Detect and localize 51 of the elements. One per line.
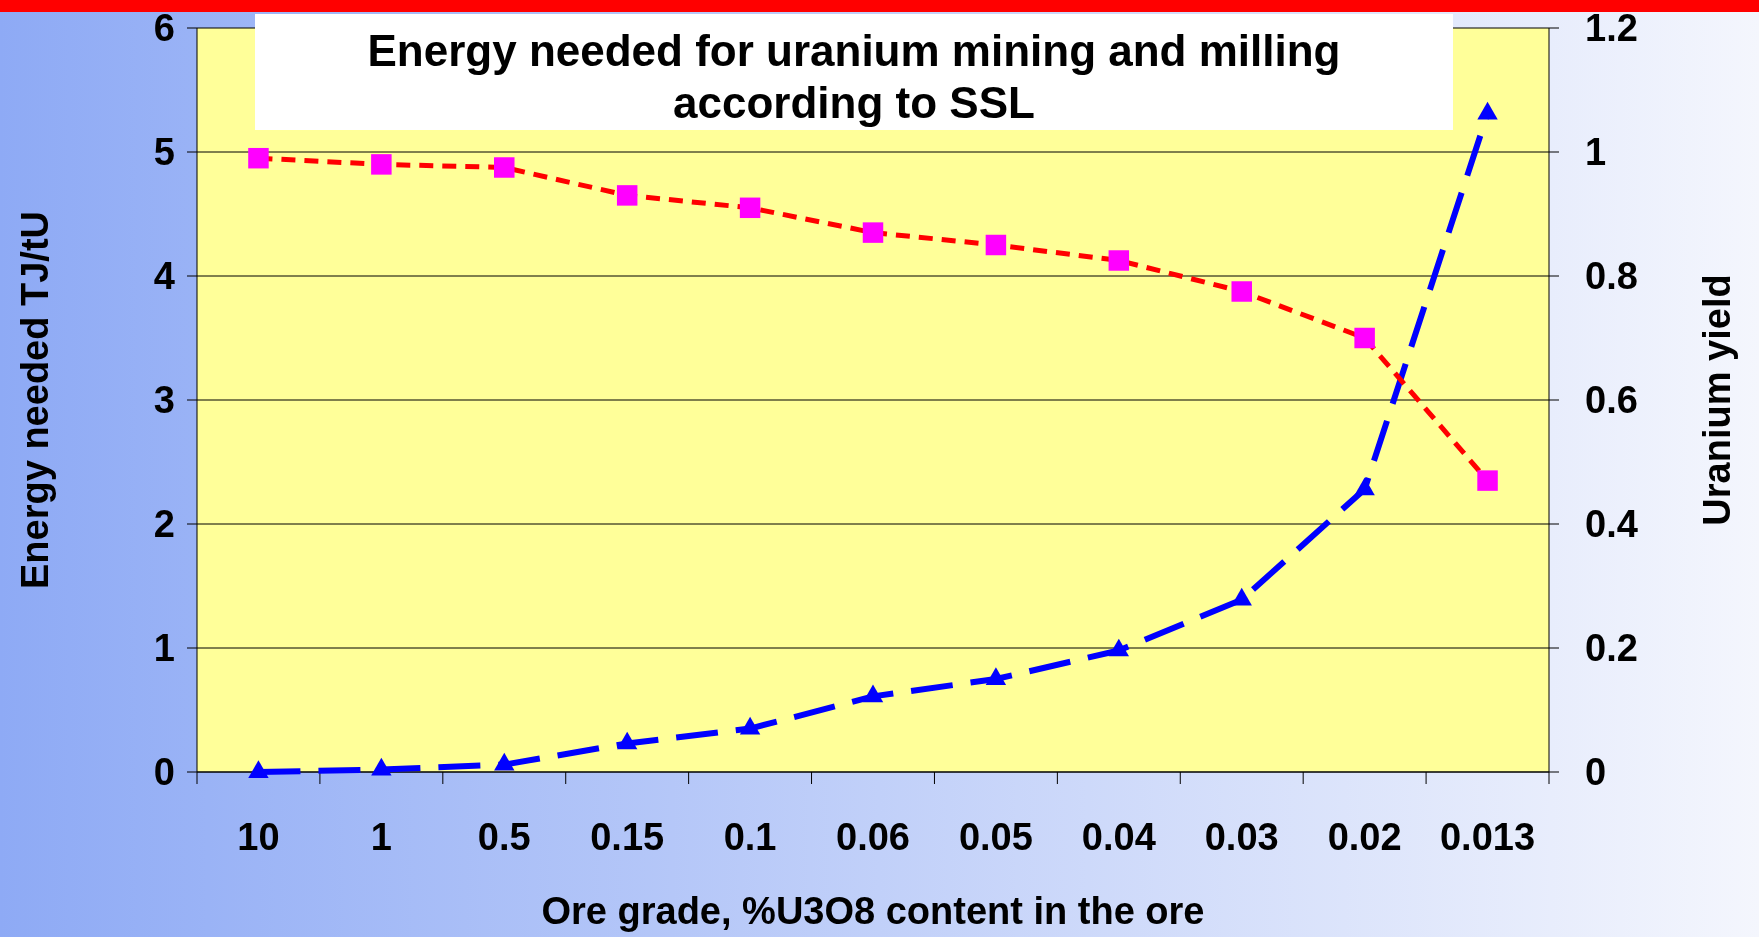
- point: [1108, 638, 1130, 657]
- x-tick-label: 10: [237, 816, 280, 858]
- point: [1354, 477, 1375, 496]
- point: [1231, 587, 1252, 606]
- x-tick-label: 0.05: [958, 816, 1033, 858]
- y2-tick-label: 0.2: [1585, 627, 1638, 669]
- y2-tick-label: 0.6: [1585, 379, 1638, 421]
- point: [371, 154, 392, 175]
- point: [985, 667, 1007, 685]
- point: [1108, 250, 1130, 271]
- y2-axis-title: Uranium yield: [1696, 274, 1738, 526]
- x-tick-label: 1: [370, 816, 392, 858]
- x-tick-label: 0.02: [1327, 816, 1402, 858]
- point: [1231, 281, 1252, 302]
- point: [494, 157, 515, 178]
- x-tick-label: 0.03: [1204, 816, 1279, 858]
- point: [248, 760, 269, 778]
- point: [1477, 470, 1498, 491]
- y-tick-label: 2: [153, 503, 175, 545]
- y-tick-label: 6: [153, 7, 175, 49]
- point: [739, 197, 761, 219]
- point: [1477, 101, 1498, 120]
- point: [739, 716, 761, 735]
- point: [371, 757, 392, 776]
- y-tick-label: 3: [153, 379, 175, 421]
- y-tick-label: 5: [153, 131, 175, 173]
- point: [862, 684, 884, 703]
- point: [1354, 327, 1375, 349]
- point: [616, 731, 638, 750]
- y-tick-label: 0: [153, 751, 175, 793]
- point: [494, 752, 515, 771]
- x-tick-label: 0.1: [723, 816, 777, 858]
- y-axis-title: Energy needed TJ/tU: [14, 211, 56, 589]
- point: [248, 147, 269, 169]
- text: Energy needed for uranium mining and milling according to SSL: [367, 26, 1341, 127]
- y2-tick-label: 0.4: [1585, 503, 1638, 545]
- y-tick-label: 1: [153, 627, 175, 669]
- x-tick-label: 0.15: [590, 816, 665, 858]
- x-tick-label: 0.06: [836, 816, 910, 858]
- x-tick-label: 0.5: [477, 816, 531, 858]
- y2-tick-label: 1: [1585, 131, 1607, 173]
- y2-tick-label: 0: [1585, 751, 1607, 793]
- point: [985, 234, 1007, 256]
- point: [616, 185, 638, 206]
- x-axis-title: Ore grade, %U3O8 content in the ore: [541, 890, 1205, 932]
- y-tick-label: 4: [153, 255, 175, 297]
- x-tick-label: 0.013: [1440, 816, 1536, 858]
- x-tick-label: 0.04: [1081, 816, 1156, 858]
- y2-tick-label: 0.8: [1585, 255, 1638, 297]
- point: [862, 222, 884, 243]
- y2-tick-label: 1.2: [1585, 7, 1638, 49]
